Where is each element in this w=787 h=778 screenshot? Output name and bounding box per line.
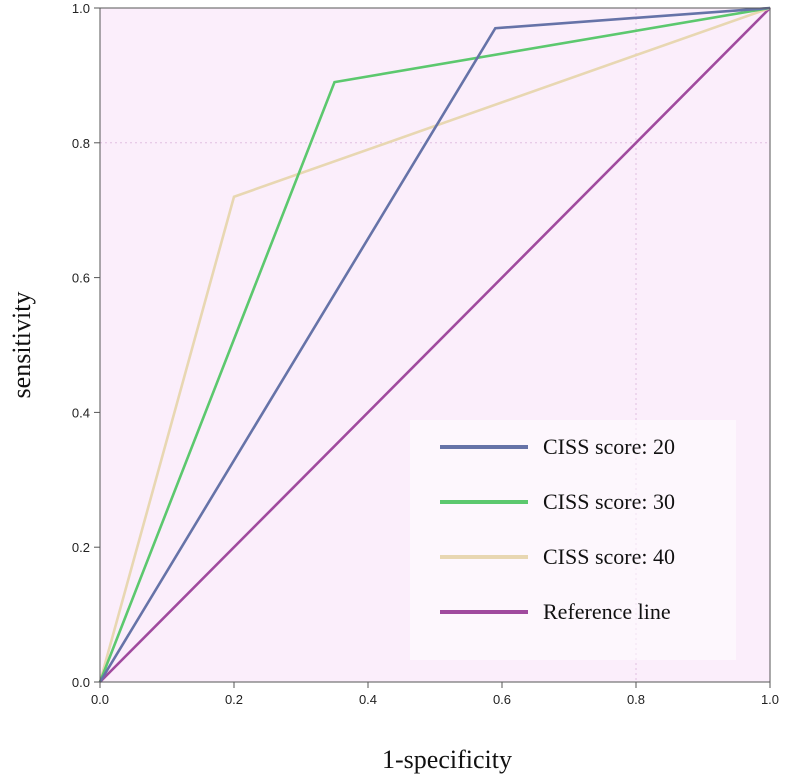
x-axis-ticks: 0.0 0.2 0.4 0.6 0.8 1.0 — [91, 682, 779, 707]
series-lines — [98, 6, 771, 683]
legend-label: CISS score: 20 — [543, 434, 675, 459]
x-tick-label: 0.6 — [493, 692, 511, 707]
x-tick-label: 0.0 — [91, 692, 109, 707]
y-axis-title: sensitivity — [7, 292, 36, 399]
y-tick-label: 0.2 — [72, 540, 90, 555]
legend-label: CISS score: 40 — [543, 544, 675, 569]
legend-box — [410, 420, 736, 660]
legend-label: Reference line — [543, 599, 671, 624]
y-tick-label: 0.0 — [72, 675, 90, 690]
plot-frame — [99, 7, 771, 683]
series-line-reference-line — [99, 7, 771, 683]
x-tick-label: 1.0 — [761, 692, 779, 707]
y-tick-label: 0.8 — [72, 136, 90, 151]
y-tick-label: 0.4 — [72, 405, 90, 420]
x-tick-label: 0.4 — [359, 692, 377, 707]
legend-label: CISS score: 30 — [543, 489, 675, 514]
x-tick-label: 0.2 — [225, 692, 243, 707]
legend: CISS score: 20 CISS score: 30 CISS score: … — [410, 420, 736, 660]
y-tick-label: 0.6 — [72, 271, 90, 286]
series-line-ciss-score-20 — [98, 6, 771, 683]
x-tick-label: 0.8 — [627, 692, 645, 707]
series-line-ciss-score-30 — [98, 6, 771, 683]
y-tick-label: 1.0 — [72, 1, 90, 16]
series-line-ciss-score-40 — [98, 6, 771, 683]
x-axis-title: 1-specificity — [382, 745, 512, 774]
y-axis-ticks: 0.0 0.2 0.4 0.6 0.8 1.0 — [72, 1, 100, 690]
